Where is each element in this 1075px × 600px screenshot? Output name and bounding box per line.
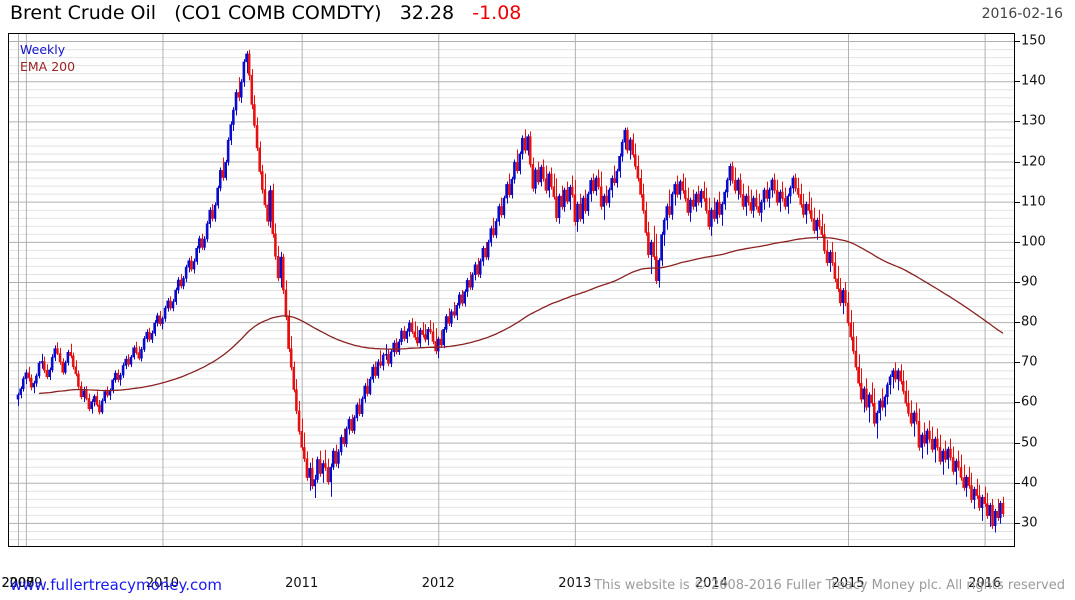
y-axis-tickmark (1015, 41, 1020, 43)
last-price: 32.28 (399, 2, 455, 24)
page-title: Brent Crude Oil (CO1 COMB COMDTY) 32.28 … (10, 2, 521, 24)
x-axis-tick-2010: 2010 (145, 576, 179, 591)
y-axis-tick-60: 60 (1021, 394, 1038, 410)
price-chart-svg (8, 33, 1015, 547)
y-axis-tickmark (1015, 161, 1020, 163)
y-axis-tickmark (1015, 482, 1020, 484)
y-axis-tick-40: 40 (1021, 475, 1038, 491)
chart-header: Brent Crude Oil (CO1 COMB COMDTY) 32.28 … (0, 0, 1075, 28)
y-axis-tick-130: 130 (1021, 113, 1046, 129)
instrument-name: Brent Crude Oil (10, 2, 157, 24)
major-gridlines (8, 41, 1015, 524)
copyright-notice: This website is © 2008-2016 Fuller Treac… (594, 578, 1065, 593)
y-axis-tick-90: 90 (1021, 274, 1038, 290)
y-axis-tick-50: 50 (1021, 435, 1038, 451)
candlestick-series (16, 49, 1005, 533)
chart-footer: www.fullertreacymoney.com This website i… (0, 573, 1075, 600)
y-axis-tick-70: 70 (1021, 354, 1038, 370)
x-axis-tick-2008: 2008 (1, 576, 35, 591)
y-axis-tickmark (1015, 442, 1020, 444)
x-axis-tick-2011: 2011 (285, 576, 319, 591)
ticker-symbol: (CO1 COMB COMDTY) (174, 2, 382, 24)
y-axis-tickmark (1015, 362, 1020, 364)
price-change: -1.08 (472, 2, 522, 24)
y-axis-tickmark (1015, 281, 1020, 283)
x-axis-tick-2013: 2013 (558, 576, 592, 591)
y-axis-tickmark (1015, 241, 1020, 243)
y-axis-tickmark (1015, 402, 1020, 404)
y-axis-tick-120: 120 (1021, 154, 1046, 169)
year-gridlines (18, 33, 986, 547)
y-axis-tickmark (1015, 121, 1020, 123)
x-axis-tick-2012: 2012 (421, 576, 455, 591)
chart-container: Weekly EMA 200 150 140 130 120 110 100 90 80 70 6… (0, 28, 1075, 591)
y-axis-tick-30: 30 (1021, 515, 1038, 531)
y-axis-tickmark (1015, 81, 1020, 83)
x-axis-tick-2009: 2009 (9, 576, 43, 591)
x-axis-tick-2015: 2015 (831, 576, 865, 591)
x-axis-tick-2007: 2007 (1, 576, 35, 591)
y-axis-tick-80: 80 (1021, 314, 1038, 330)
y-axis-tickmark (1015, 322, 1020, 324)
website-link[interactable]: www.fullertreacymoney.com (10, 576, 223, 594)
as-of-date: 2016-02-16 (981, 6, 1063, 22)
x-axis-tick-2014: 2014 (694, 576, 728, 591)
plot-area: Weekly EMA 200 (8, 33, 1015, 547)
y-axis-tickmark (1015, 522, 1020, 524)
y-axis-tick-150: 150 (1021, 33, 1046, 49)
y-axis-tick-140: 140 (1021, 73, 1046, 89)
y-axis-tick-110: 110 (1021, 194, 1046, 210)
ema-200-line (38, 236, 1004, 395)
plot-border (8, 33, 1015, 547)
y-axis-tick-100: 100 (1021, 234, 1046, 250)
x-axis-tick-2016: 2016 (968, 576, 1002, 591)
y-axis-tickmark (1015, 201, 1020, 203)
minor-gridlines (8, 33, 1015, 540)
